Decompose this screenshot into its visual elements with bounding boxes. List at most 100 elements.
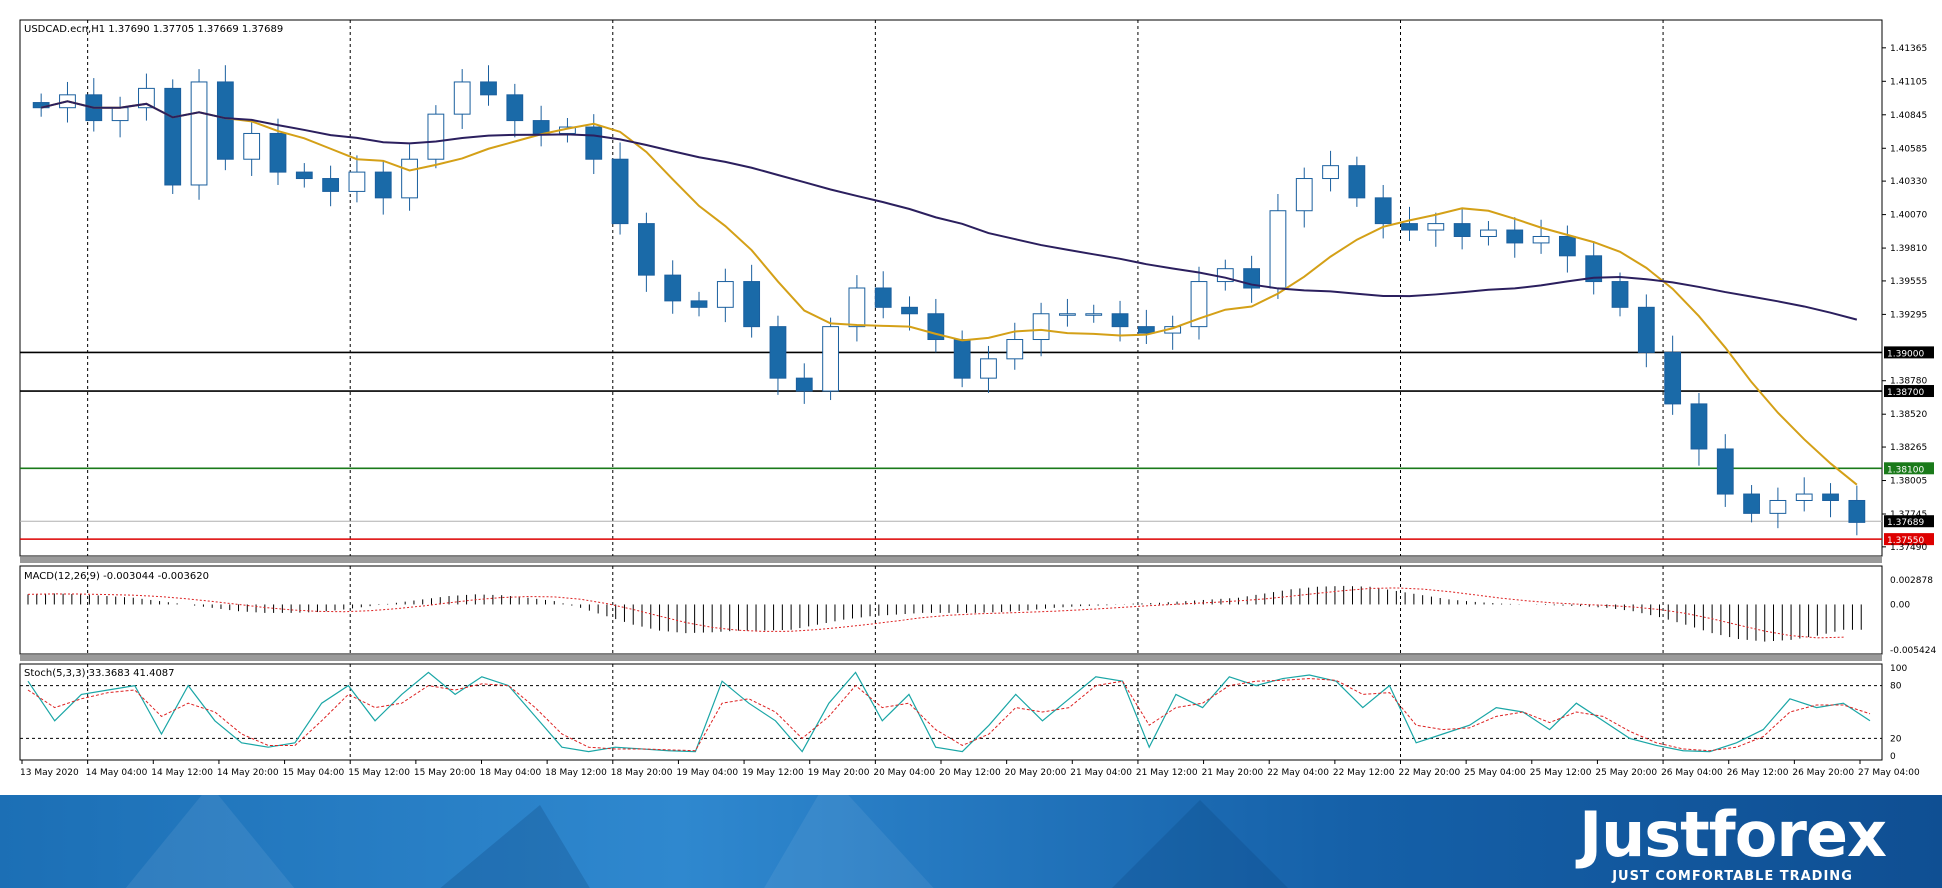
time-tick-label: 20 May 04:00 [873,768,935,778]
bull-candle [1085,313,1103,316]
ma-slow-line [40,100,1858,321]
pane-separator-1[interactable] [20,557,1882,563]
bear-candle [1848,499,1866,523]
price-axis: 1.41365 1.41105 1.40845 1.40585 1.40330 1.400… [1882,44,1927,553]
symbol-header: USDCAD.ecn,H1 1.37690 1.37705 1.37669 1.… [24,24,283,35]
time-tick-label: 20 May 20:00 [1005,768,1067,778]
time-tick-label: 18 May 20:00 [611,768,673,778]
time-axis: 13 May 2020 14 May 04:00 14 May 12:00 14 Ma… [20,760,1920,778]
price-tick-label: 1.40070 [1890,211,1927,221]
bull-candle [1322,165,1339,180]
bear-candle [664,274,682,302]
bear-candle [874,287,892,308]
macd-tick-label: -0.005424 [1890,646,1936,656]
horizontal-levels: 1.39000 1.38700 1.38100 1.37550 1.37689 [20,346,1934,546]
bear-candle [1558,235,1576,257]
bear-candle [1743,493,1760,514]
bear-candle [1111,313,1129,328]
bear-candle [1137,326,1155,334]
brand-tagline: JUST COMFORTABLE TRADING [1612,869,1853,884]
bull-candle [1295,178,1313,212]
bull-candle [190,81,208,186]
macd-tick-label: 0.002878 [1890,576,1933,586]
bull-candle [1427,223,1445,231]
price-tick-label: 1.39810 [1890,244,1927,254]
price-level-tag [1884,346,1934,359]
time-tick-label: 21 May 20:00 [1202,768,1264,778]
candlestick-series [32,65,1866,536]
price-pane [19,19,1883,557]
chart-background [0,0,1942,795]
bear-candle [769,326,787,379]
time-tick-label: 15 May 20:00 [414,768,476,778]
bear-candle [532,120,550,134]
price-tick-label: 1.39555 [1890,277,1927,287]
justforex-logo: Justforex JUST COMFORTABLE TRADING [1579,803,1887,885]
price-tick-label: 1.39295 [1890,310,1927,320]
bull-candle [1006,339,1024,360]
brand-footer: Justforex JUST COMFORTABLE TRADING [0,795,1942,888]
bear-candle [637,223,655,276]
price-tick-label: 1.40845 [1890,111,1927,121]
bear-candle [795,377,813,392]
macd-pane [19,565,1883,655]
price-tick-label: 1.38265 [1890,443,1927,453]
price-level-label: 1.39000 [1887,349,1924,359]
stochastic-indicator: 100 80 20 0 [20,664,1907,762]
bear-candle [1716,448,1734,495]
bull-candle [980,358,997,379]
current-price-label: 1.37689 [1887,518,1924,528]
bear-candle [743,281,761,328]
time-tick-label: 27 May 04:00 [1858,768,1920,778]
bull-candle [1480,229,1497,237]
bull-candle [427,113,445,160]
bear-candle [901,306,918,315]
time-tick-label: 13 May 2020 [20,768,79,778]
time-tick-label: 19 May 20:00 [808,768,870,778]
bear-candle [1453,223,1471,237]
bear-candle [953,339,971,379]
price-level-tag [1884,385,1934,398]
bull-candle [111,107,129,122]
bear-candle [322,178,340,192]
stoch-pane [19,663,1883,761]
time-tick-label: 18 May 12:00 [545,768,607,778]
time-tick-label: 22 May 12:00 [1333,768,1395,778]
time-tick-label: 22 May 04:00 [1267,768,1329,778]
price-tick-label: 1.41365 [1890,44,1927,54]
macd-indicator: 0.002878 0.00 -0.005424 [27,576,1936,656]
stoch-tick-label: 20 [1890,734,1902,744]
time-tick-label: 25 May 12:00 [1530,768,1592,778]
bear-candle [1401,223,1418,231]
price-tick-label: 1.40330 [1890,177,1927,187]
price-level-tag [1884,533,1934,546]
time-tick-label: 20 May 12:00 [939,768,1001,778]
bull-candle [1269,210,1287,289]
bull-candle [453,81,471,115]
pane-separator-2[interactable] [20,655,1882,661]
price-tick-label: 1.40585 [1890,144,1927,154]
bull-candle [1190,281,1208,328]
stoch-tick-label: 100 [1890,664,1907,674]
time-tick-label: 14 May 12:00 [151,768,213,778]
time-tick-label: 25 May 04:00 [1464,768,1526,778]
stoch-main-line [27,671,1871,753]
bull-candle [243,132,261,160]
bull-candle [1532,235,1550,244]
stoch-signal-line [27,678,1871,752]
bull-candle [848,287,866,328]
time-tick-label: 21 May 12:00 [1136,768,1198,778]
bear-candle [1637,306,1655,353]
bull-candle [1059,313,1076,316]
bull-candle [1795,493,1813,501]
time-tick-label: 14 May 20:00 [217,768,279,778]
bear-candle [690,300,708,308]
time-tick-label: 26 May 12:00 [1727,768,1789,778]
time-tick-label: 18 May 04:00 [480,768,542,778]
price-level-label: 1.38700 [1887,388,1924,398]
time-tick-label: 14 May 04:00 [86,768,148,778]
macd-tick-label: 0.00 [1890,600,1910,610]
time-tick-label: 25 May 20:00 [1595,768,1657,778]
time-tick-label: 26 May 20:00 [1792,768,1854,778]
current-price-tag [1884,515,1934,528]
